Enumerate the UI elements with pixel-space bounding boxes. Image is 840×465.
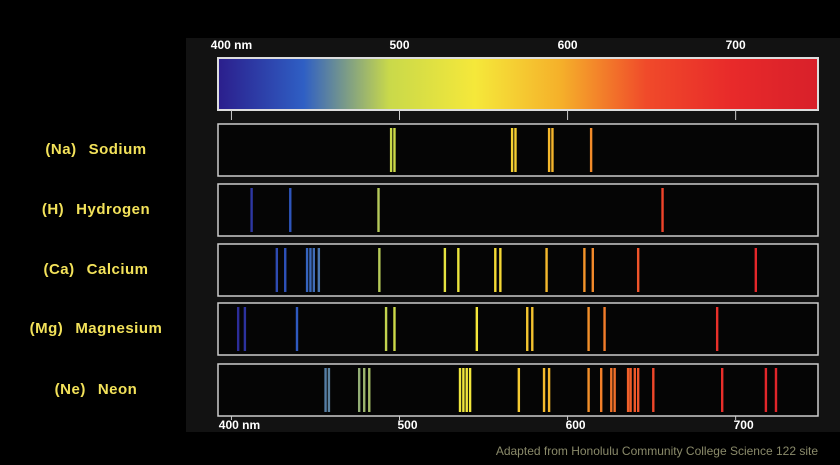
emission-line xyxy=(599,368,603,412)
emission-line xyxy=(289,188,292,232)
x-tick-label: 700 xyxy=(734,418,754,432)
emission-line xyxy=(652,368,655,412)
element-name: Calcium xyxy=(87,261,149,278)
spectrum-row xyxy=(217,123,819,177)
emission-line xyxy=(389,128,393,172)
emission-line xyxy=(721,368,724,412)
emission-line xyxy=(393,307,396,351)
emission-line xyxy=(378,248,381,292)
emission-line xyxy=(312,248,315,292)
emission-line xyxy=(633,368,637,412)
emission-line xyxy=(514,128,517,172)
emission-line xyxy=(468,368,472,412)
continuous-spectrum xyxy=(217,57,819,111)
emission-line xyxy=(531,307,534,351)
row-label: (H) Hydrogen xyxy=(42,201,150,218)
emission-line xyxy=(551,128,554,172)
emission-line xyxy=(591,248,594,292)
emission-line xyxy=(458,368,462,412)
emission-line xyxy=(589,128,593,172)
emission-line xyxy=(324,368,327,412)
emission-line xyxy=(250,188,253,232)
element-name: Magnesium xyxy=(75,320,162,337)
emission-line xyxy=(494,248,497,292)
emission-line xyxy=(517,368,521,412)
emission-line xyxy=(636,248,640,292)
emission-line xyxy=(545,248,548,292)
x-tick-label: 400 nm xyxy=(211,38,252,52)
x-tick-label: 400 nm xyxy=(219,418,260,432)
row-label: (Na) Sodium xyxy=(45,141,146,158)
emission-line xyxy=(583,248,586,292)
spectrum-row xyxy=(217,302,819,356)
row-label: (Ca) Calcium xyxy=(43,261,148,278)
emission-line xyxy=(443,248,447,292)
emission-line xyxy=(610,368,613,412)
emission-line xyxy=(629,368,632,412)
emission-line xyxy=(715,307,719,351)
emission-line xyxy=(587,307,590,351)
emission-line xyxy=(510,128,514,172)
emission-line xyxy=(462,368,465,412)
emission-line xyxy=(526,307,529,351)
emission-line xyxy=(764,368,768,412)
x-tick-label: 600 xyxy=(566,418,586,432)
emission-line xyxy=(547,368,551,412)
emission-line xyxy=(542,368,546,412)
emission-line xyxy=(603,307,606,351)
emission-line xyxy=(295,307,299,351)
emission-line xyxy=(317,248,321,292)
emission-line xyxy=(465,368,468,412)
element-name: Hydrogen xyxy=(76,201,150,218)
emission-line xyxy=(377,188,380,232)
emission-line xyxy=(393,128,396,172)
emission-line xyxy=(236,307,240,351)
emission-line xyxy=(636,368,640,412)
emission-line xyxy=(284,248,287,292)
x-tick-label: 500 xyxy=(397,418,417,432)
element-symbol: (Ca) xyxy=(43,261,74,278)
emission-line xyxy=(243,307,247,351)
emission-line xyxy=(363,368,366,412)
emission-line xyxy=(475,307,479,351)
emission-line xyxy=(384,307,388,351)
emission-line xyxy=(754,248,758,292)
emission-line xyxy=(774,368,778,412)
emission-line xyxy=(357,368,361,412)
x-tick-label: 700 xyxy=(726,38,746,52)
emission-line xyxy=(499,248,502,292)
element-symbol: (Mg) xyxy=(30,320,64,337)
element-symbol: (Na) xyxy=(45,141,76,158)
element-name: Neon xyxy=(98,381,138,398)
emission-line xyxy=(275,248,279,292)
element-name: Sodium xyxy=(89,141,147,158)
emission-line xyxy=(587,368,590,412)
emission-line xyxy=(613,368,616,412)
emission-line xyxy=(368,368,371,412)
row-label: (Ne) Neon xyxy=(55,381,138,398)
emission-line xyxy=(457,248,460,292)
element-symbol: (Ne) xyxy=(55,381,86,398)
emission-line xyxy=(626,368,630,412)
spectrum-row xyxy=(217,183,819,237)
x-tick-label: 600 xyxy=(558,38,578,52)
source: Adapted from Honolulu Community College … xyxy=(496,444,818,458)
x-tick-label: 500 xyxy=(389,38,409,52)
row-label: (Mg) Magnesium xyxy=(30,320,163,337)
emission-line xyxy=(327,368,331,412)
emission-line xyxy=(661,188,664,232)
emission-line xyxy=(309,248,312,292)
emission-line xyxy=(547,128,551,172)
element-symbol: (H) xyxy=(42,201,64,218)
emission-line xyxy=(305,248,309,292)
